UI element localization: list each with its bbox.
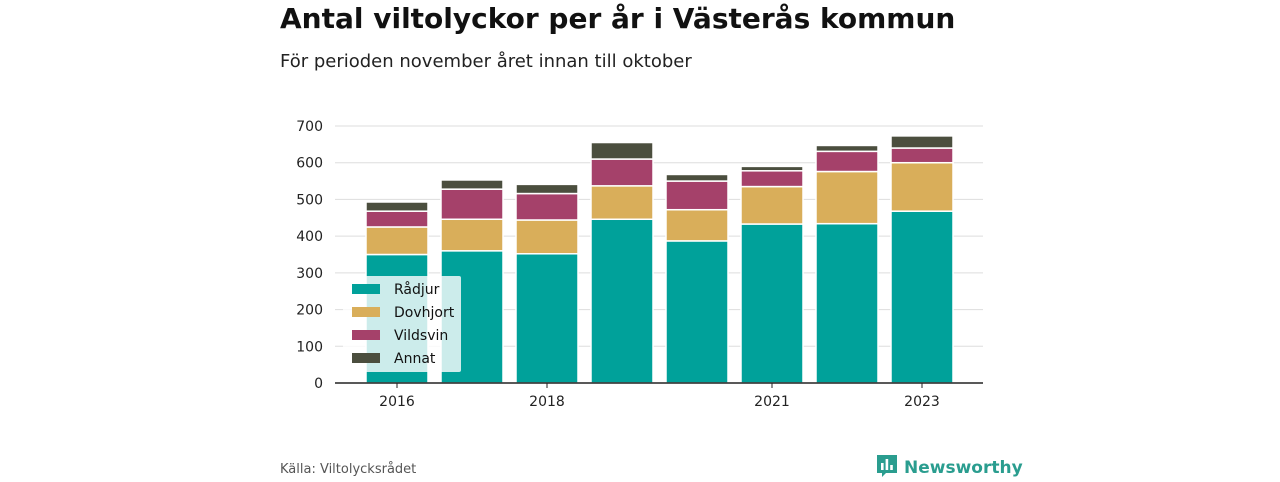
y-tick-label: 500 [296,192,323,208]
x-tick-label: 2016 [379,394,415,410]
chart-title: Antal viltolyckor per år i Västerås komm… [280,2,956,35]
bar-segment-vildsvin[interactable] [440,188,504,221]
bar-segment-vildsvin[interactable] [665,180,729,211]
y-tick-label: 300 [296,266,323,282]
bar-stack-2021 [740,165,804,384]
legend: Rådjur Dovhjort Vildsvin Annat [343,276,461,372]
bar-segment-dovhjort[interactable] [515,219,579,255]
bar-segment-annat[interactable] [890,135,954,149]
y-axis: 0 100 200 300 400 500 600 700 [296,119,323,392]
bar-stack-2020 [665,173,729,384]
bar-segment-annat[interactable] [815,144,879,153]
bar-stack-2023 [890,135,954,384]
bar-segment-dovhjort[interactable] [665,208,729,242]
y-tick-label: 0 [314,376,323,392]
bar-segment-vildsvin[interactable] [890,147,954,164]
legend-label: Annat [394,351,436,367]
bar-stack-2019 [590,141,654,384]
bar-segment-vildsvin[interactable] [815,150,879,173]
bar-segment-radjur[interactable] [740,223,804,384]
x-tick-label: 2021 [754,394,790,410]
bar-segment-annat[interactable] [740,165,804,172]
y-tick-label: 200 [296,303,323,319]
y-tick-label: 700 [296,119,323,135]
bar-segment-radjur[interactable] [515,253,579,384]
bar-segment-dovhjort[interactable] [590,185,654,221]
legend-label: Vildsvin [394,328,448,344]
legend-swatch [352,353,380,363]
bar-segment-vildsvin[interactable] [515,192,579,221]
bar-segment-radjur[interactable] [590,218,654,384]
source-note: Källa: Viltolycksrådet [280,462,417,477]
bar-segment-dovhjort[interactable] [740,185,804,225]
bar-segment-radjur[interactable] [665,240,729,384]
y-tick-label: 600 [296,156,323,172]
bar-segment-vildsvin[interactable] [590,158,654,187]
bar-segment-dovhjort[interactable] [440,218,504,252]
legend-swatch [352,307,380,317]
bar-segment-vildsvin[interactable] [740,170,804,188]
legend-label: Rådjur [394,281,440,298]
x-axis: 2016 2018 2021 2023 [379,383,940,410]
bar-segment-annat[interactable] [440,179,504,190]
bar-segment-radjur[interactable] [815,222,879,384]
legend-label: Dovhjort [394,305,455,321]
bar-segment-annat[interactable] [590,141,654,160]
bar-segment-annat[interactable] [665,173,729,182]
bar-stack-2022 [815,144,879,384]
bar-segment-radjur[interactable] [890,210,954,384]
legend-background [343,276,461,372]
bar-segment-vildsvin[interactable] [365,210,429,228]
bar-segment-annat[interactable] [515,183,579,195]
y-tick-label: 400 [296,229,323,245]
legend-swatch [352,284,380,294]
bar-stack-2018 [515,183,579,384]
y-tick-label: 100 [296,339,323,355]
bar-segment-annat[interactable] [365,201,429,212]
bar-chart-icon [876,454,898,482]
bar-segment-dovhjort[interactable] [890,161,954,212]
bar-segment-dovhjort[interactable] [815,170,879,225]
x-tick-label: 2023 [904,394,940,410]
chart-subtitle: För perioden november året innan till ok… [280,51,692,72]
x-tick-label: 2018 [529,394,565,410]
bar-stack-2017 [440,179,504,384]
legend-swatch [352,330,380,340]
bar-segment-dovhjort[interactable] [365,226,429,256]
brand-name: Newsworthy [904,458,1023,478]
brand-logo[interactable]: Newsworthy [876,455,1023,481]
